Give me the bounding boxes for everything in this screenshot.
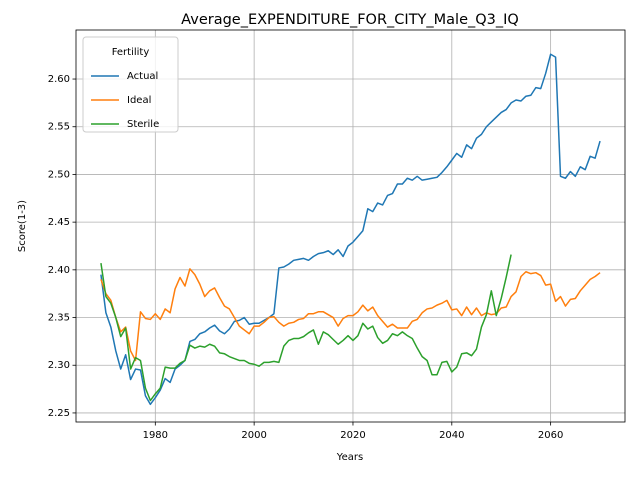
legend-title: Fertility (112, 47, 150, 58)
y-tick-label: 2.35 (48, 313, 70, 324)
y-tick-label: 2.60 (48, 74, 70, 85)
legend-label: Ideal (127, 95, 151, 106)
x-tick-label: 2060 (538, 430, 563, 441)
line-series (100, 268, 601, 362)
x-axis-label: Years (336, 452, 363, 463)
x-tick-label: 2040 (439, 430, 464, 441)
legend-label: Actual (127, 71, 158, 82)
chart-title: Average_EXPENDITURE_FOR_CITY_Male_Q3_IQ (181, 12, 519, 28)
line-series (100, 254, 512, 402)
plot-frame (75, 29, 626, 423)
y-tick-label: 2.45 (48, 217, 70, 228)
y-tick-label: 2.25 (48, 408, 70, 419)
x-tick-label: 1980 (143, 430, 168, 441)
y-tick-label: 2.55 (48, 122, 70, 133)
y-tick-label: 2.30 (48, 360, 70, 371)
x-tick-label: 2000 (241, 430, 266, 441)
legend-label: Sterile (127, 119, 159, 130)
y-axis-label: Score(1-3) (17, 200, 28, 252)
legend-box (82, 36, 179, 133)
y-tick-label: 2.50 (48, 169, 70, 180)
y-tick-label: 2.40 (48, 265, 70, 276)
x-tick-label: 2020 (340, 430, 365, 441)
